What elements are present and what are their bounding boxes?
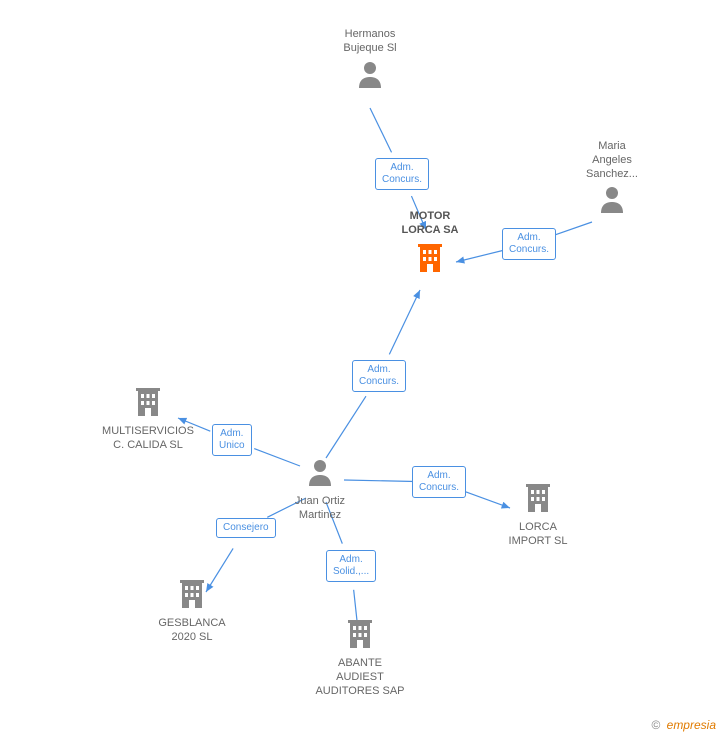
node-label: Juan Ortiz Martinez	[280, 495, 360, 523]
person-icon	[599, 185, 625, 218]
node-label: MULTISERVICIOS C. CALIDA SL	[98, 425, 198, 453]
edge-label-juan-lorcaimport: Adm. Concurs.	[412, 466, 466, 498]
node-hermanos[interactable]: Hermanos Bujeque Sl	[330, 28, 410, 93]
edge-label-hermanos-motor: Adm. Concurs.	[375, 158, 429, 190]
node-label: Maria Angeles Sanchez...	[572, 140, 652, 181]
edge-label-maria-motor: Adm. Concurs.	[502, 228, 556, 260]
building-central-icon	[416, 242, 444, 277]
edge-label-juan-multiservicios: Adm. Unico	[212, 424, 252, 456]
node-multiservicios[interactable]: MULTISERVICIOS C. CALIDA SL	[98, 386, 198, 453]
node-label: ABANTE AUDIEST AUDITORES SAP	[310, 657, 410, 698]
building-icon	[134, 386, 162, 421]
node-motor-lorca[interactable]: MOTOR LORCA SA	[390, 210, 470, 277]
edge-label-juan-abante: Adm. Solid.,...	[326, 550, 376, 582]
node-gesblanca[interactable]: GESBLANCA 2020 SL	[150, 578, 234, 645]
edge-label-juan-gesblanca: Consejero	[216, 518, 276, 538]
building-icon	[178, 578, 206, 613]
edge-label-juan-motor: Adm. Concurs.	[352, 360, 406, 392]
node-label: MOTOR LORCA SA	[390, 210, 470, 238]
building-icon	[346, 618, 374, 653]
person-icon	[357, 60, 383, 93]
node-juan[interactable]: Juan Ortiz Martinez	[280, 458, 360, 523]
node-lorca-import[interactable]: LORCA IMPORT SL	[498, 482, 578, 549]
node-maria[interactable]: Maria Angeles Sanchez...	[572, 140, 652, 218]
diagram-canvas: Hermanos Bujeque Sl Maria Angeles Sanche…	[0, 0, 728, 740]
node-abante[interactable]: ABANTE AUDIEST AUDITORES SAP	[310, 618, 410, 698]
person-icon	[307, 458, 333, 491]
node-label: Hermanos Bujeque Sl	[330, 28, 410, 56]
node-label: LORCA IMPORT SL	[498, 521, 578, 549]
node-label: GESBLANCA 2020 SL	[150, 617, 234, 645]
building-icon	[524, 482, 552, 517]
